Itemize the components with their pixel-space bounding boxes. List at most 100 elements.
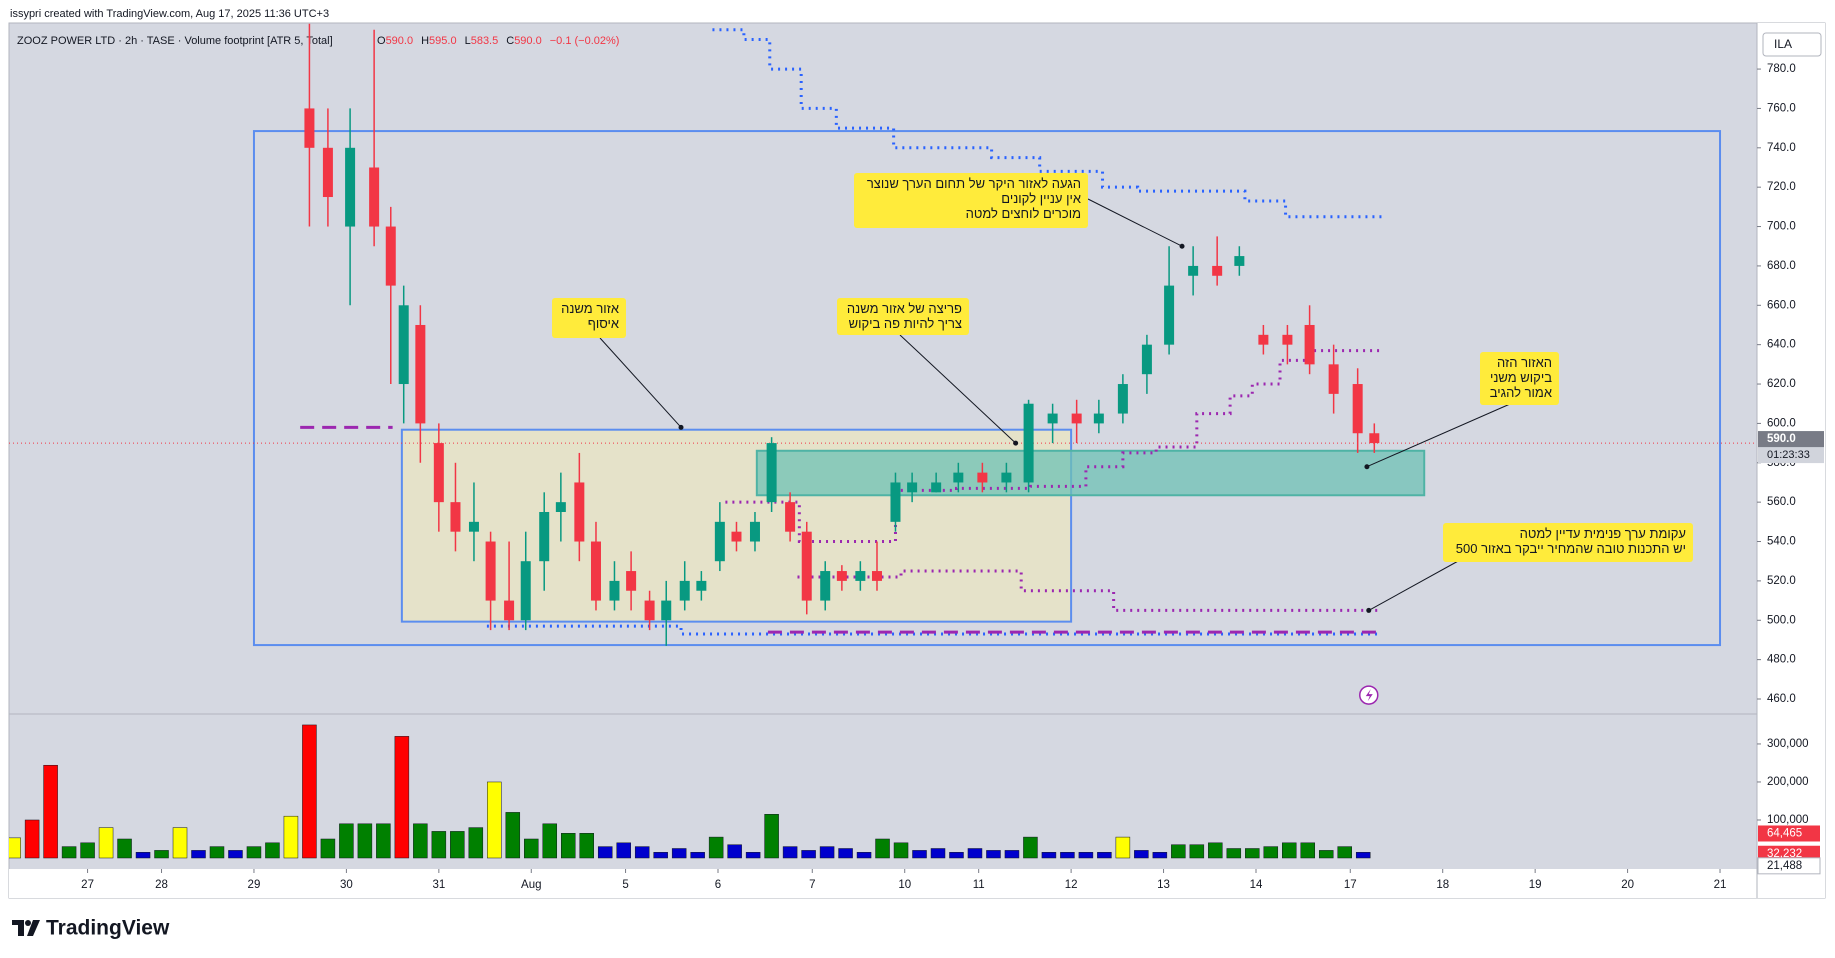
volume-bar	[394, 736, 410, 859]
volume-bar	[1245, 848, 1260, 859]
volume-bar	[671, 848, 687, 859]
y-tick-label: 460.0	[1767, 693, 1796, 705]
candle-body	[415, 324, 426, 424]
level-line	[725, 349, 1382, 544]
volume-bar	[875, 838, 890, 859]
callout-line	[1366, 403, 1511, 468]
volume-bar	[376, 823, 391, 859]
annotation-line: האזור הזה	[1497, 355, 1552, 370]
vol-tick-label: 100,000	[1767, 814, 1809, 826]
volume-bar	[9, 837, 21, 859]
y-tick-label: 500.0	[1767, 614, 1796, 626]
x-tick-label: 18	[1436, 879, 1449, 891]
y-tick-label: 760.0	[1767, 102, 1796, 114]
volume-bar	[283, 815, 299, 859]
volume-bar	[1171, 844, 1186, 859]
brand-logo	[12, 920, 40, 936]
candle-body	[1071, 413, 1082, 424]
zone	[755, 449, 1426, 497]
volume-bar	[1318, 850, 1334, 859]
y-tick-label: 640.0	[1767, 339, 1796, 351]
currency-box[interactable]	[1762, 32, 1822, 57]
volume-bar	[61, 846, 77, 859]
vol-marker-label: 32,232	[1767, 848, 1802, 860]
x-tick-label: 29	[248, 879, 261, 891]
vol-marker	[1757, 857, 1821, 875]
callout-anchor	[1366, 607, 1372, 613]
candle-body	[1023, 403, 1034, 483]
volume-bar	[542, 823, 558, 859]
legend-ohlc: O590.0 H595.0 L583.5 C590.0 −0.1 (−0.02%)	[377, 35, 619, 47]
annotation: עקומת ערך פנימית עדיין למטה יש התכנות טוב…	[1443, 523, 1693, 562]
x-tick-label: Aug	[521, 879, 541, 891]
candle-body	[1212, 265, 1223, 276]
candle-body	[345, 147, 356, 227]
candle-body	[1001, 472, 1012, 483]
volume-bar	[117, 838, 132, 859]
candle-body	[1328, 364, 1339, 394]
y-tick-label: 780.0	[1767, 63, 1796, 75]
x-tick-label: 21	[1714, 879, 1727, 891]
candle-body	[433, 443, 444, 503]
candle-body	[1282, 334, 1293, 345]
x-tick-label: 10	[898, 879, 911, 891]
volume-bar	[1282, 842, 1297, 859]
candle-body	[1188, 265, 1199, 276]
candle-body	[520, 561, 531, 621]
y-tick-label: 620.0	[1767, 378, 1796, 390]
candle-body	[801, 531, 812, 601]
volume-bar	[893, 842, 909, 859]
candle-body	[539, 511, 550, 562]
volume-bar	[912, 850, 927, 859]
candle-body	[766, 443, 777, 503]
legend-symbol: ZOOZ POWER LTD · 2h · TASE · Volume foot…	[17, 35, 333, 47]
vol-tick-label: 300,000	[1767, 738, 1809, 750]
candle-body	[1234, 256, 1245, 266]
volume-bar	[1208, 842, 1223, 859]
candle-body	[749, 521, 760, 542]
x-tick-label: 5	[622, 879, 628, 891]
vol-marker-label: 64,465	[1767, 828, 1802, 840]
level-line	[712, 28, 1382, 219]
volume-bar	[1060, 852, 1075, 859]
candle-body	[714, 521, 725, 562]
volume-bar	[1023, 836, 1038, 859]
volume-bar	[838, 848, 853, 859]
candle-body	[385, 226, 396, 286]
volume-bar	[634, 846, 650, 859]
candle-body	[468, 521, 479, 532]
candle-body	[953, 472, 964, 483]
currency[interactable]: ILA	[1774, 37, 1792, 51]
volume-bar	[949, 852, 964, 859]
candle-body	[661, 600, 672, 621]
volume-bar	[1300, 842, 1316, 859]
candle-body	[1164, 285, 1175, 345]
candle-body	[450, 502, 461, 532]
volume-bar	[24, 819, 40, 859]
ohlc-key: L	[465, 35, 471, 47]
candle-body	[485, 541, 496, 601]
candle-body	[626, 571, 637, 591]
volume-bar	[431, 831, 447, 859]
candle-body	[644, 600, 655, 621]
volume-bar	[339, 823, 354, 859]
volume-bar	[357, 823, 373, 859]
volume-bar	[209, 846, 225, 859]
candle-body	[1093, 413, 1104, 424]
volume-bar	[450, 831, 465, 859]
volume-bar	[930, 848, 946, 859]
candle-body	[590, 541, 601, 601]
price-pane	[9, 23, 1757, 647]
last-price-tag	[1758, 431, 1824, 448]
volume-bar	[1134, 850, 1149, 859]
x-tick-label: 6	[715, 879, 721, 891]
candle-body	[398, 305, 409, 385]
candle-body	[890, 482, 901, 522]
brand: TradingView	[46, 917, 170, 940]
annotation-line: אין עניין לקונים	[1001, 191, 1081, 206]
ohlc-key: H	[421, 35, 429, 47]
zone	[252, 130, 1722, 647]
callout-line	[1087, 198, 1183, 247]
x-tick-label: 27	[81, 879, 94, 891]
